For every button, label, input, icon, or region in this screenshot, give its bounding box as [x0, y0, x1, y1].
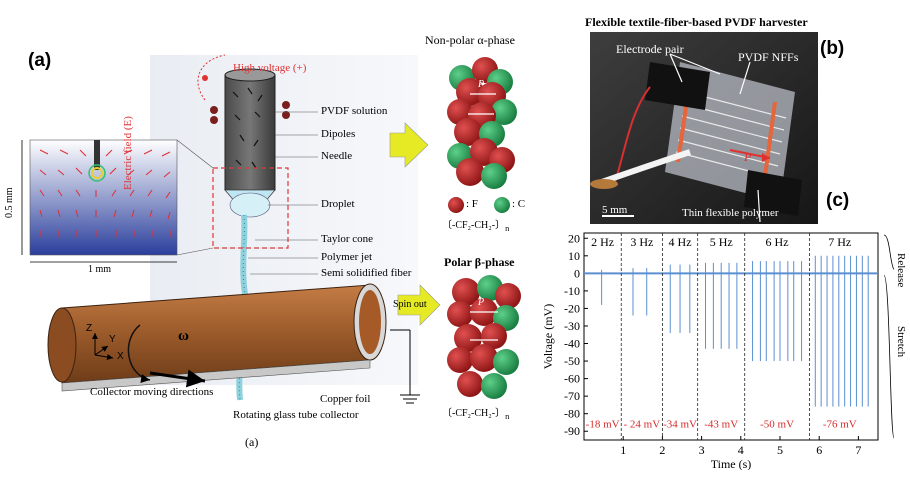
release-label: Release — [895, 253, 907, 287]
plot-frame — [583, 232, 879, 441]
stretch-label: Stretch — [895, 326, 907, 358]
panel-b-label: (b) — [820, 38, 845, 59]
formula-beta-sub: n — [505, 412, 510, 421]
peak-voltage-label: -34 mV — [663, 419, 697, 431]
electrospinning-schematic — [21, 54, 521, 404]
inset-field-label: Electric field (E) — [122, 116, 134, 190]
y-tick-label: -60 — [564, 372, 580, 386]
axis-z: Z — [86, 323, 93, 334]
peak-voltage-label: -76 mV — [823, 419, 857, 431]
alpha-phase-molecule — [447, 57, 517, 189]
dipole-arrow-label-beta: P — [478, 297, 485, 308]
formula-alpha: -CF₂-CH₂- — [452, 220, 496, 231]
x-tick-label: 5 — [777, 443, 783, 457]
callout-taylor-cone: Taylor cone — [321, 233, 374, 245]
x-tick-label: 6 — [816, 443, 822, 457]
formula-alpha-sub: n — [505, 224, 510, 233]
peak-voltage-label: -18 mV — [586, 419, 620, 431]
spin-out-label: Spin out — [393, 299, 427, 310]
frequency-label: 2 Hz — [591, 235, 614, 249]
panel-a-label: (a) — [28, 50, 52, 71]
x-tick-label: 4 — [738, 443, 744, 457]
callout-polymer-jet: Polymer jet — [321, 251, 373, 263]
legend-f: : F — [466, 198, 478, 210]
omega-symbol: ω — [178, 328, 189, 344]
collector-label: Rotating glass tube collector — [233, 409, 359, 421]
y-tick-label: 20 — [568, 231, 580, 245]
panel-b-title: Flexible textile-fiber-based PVDF harves… — [585, 15, 808, 29]
frequency-label: 6 Hz — [766, 235, 789, 249]
callout-droplet: Droplet — [321, 198, 355, 210]
y-tick-label: -80 — [564, 407, 580, 421]
callout-semi-solidified: Semi solidified fiber — [321, 267, 412, 279]
harvester-photo — [590, 32, 818, 224]
dipole-arrow-label-alpha: P — [478, 79, 485, 90]
legend-c: : C — [512, 198, 526, 210]
y-tick-label: 10 — [568, 249, 580, 263]
peak-voltage-label: -50 mV — [760, 419, 794, 431]
y-tick-label: -40 — [564, 337, 580, 351]
x-tick-label: 3 — [699, 443, 705, 457]
inset-horizontal-scale: 1 mm — [88, 264, 112, 275]
scale-bar-label: 5 mm — [602, 204, 628, 216]
y-tick-label: 0 — [574, 266, 580, 280]
nonpolar-title: Non-polar α-phase — [425, 33, 515, 47]
voltage-chart: 20 10 0 -10 -20 -30 -40 -50 -60 -70 -80 -90 1 2 3 4 5 6 7 T… — [541, 231, 907, 470]
x-tick-label: 2 — [659, 443, 665, 457]
y-tick-label: -70 — [564, 389, 580, 403]
x-tick-label: 7 — [855, 443, 861, 457]
stretch-bracket — [883, 274, 895, 439]
peak-voltage-label: -43 mV — [704, 419, 738, 431]
axis-y: Y — [109, 334, 116, 345]
panel-c-label: (c) — [826, 190, 850, 211]
callout-dipoles: Dipoles — [321, 128, 356, 140]
y-tick-label: -20 — [564, 301, 580, 315]
collector-direction-label: Collector moving directions — [90, 386, 214, 398]
beta-phase-molecule — [447, 275, 521, 399]
x-tick-label: 1 — [620, 443, 626, 457]
y-tick-label: -90 — [564, 424, 580, 438]
peak-voltage-label: - 24 mV — [623, 419, 660, 431]
frequency-label: 5 Hz — [710, 235, 733, 249]
y-tick-label: -10 — [564, 284, 580, 298]
frequency-label: 3 Hz — [630, 235, 653, 249]
callout-pvdf-solution: PVDF solution — [321, 105, 388, 117]
x-axis-title: Time (s) — [711, 457, 752, 470]
formula-beta: -CF₂-CH₂- — [452, 408, 496, 419]
release-bracket — [883, 234, 895, 270]
pvdf-nffs-label: PVDF NFFs — [738, 50, 799, 64]
frequency-label: 4 Hz — [669, 235, 692, 249]
polar-title: Polar β-phase — [444, 255, 515, 269]
copper-foil-label: Copper foil — [320, 393, 371, 405]
inset-vertical-scale: 0.5 mm — [4, 187, 15, 218]
high-voltage-label: High voltage (+) — [233, 62, 307, 74]
thin-polymer-label: Thin flexible polymer — [682, 207, 779, 219]
frequency-label: 7 Hz — [828, 235, 851, 249]
y-tick-label: -30 — [564, 319, 580, 333]
axis-x: X — [117, 351, 124, 362]
photo-dipole-label: P — [744, 150, 752, 164]
electrode-pair-label: Electrode pair — [616, 42, 684, 56]
y-tick-label: -50 — [564, 354, 580, 368]
callout-needle: Needle — [321, 150, 353, 162]
panel-a-caption: (a) — [245, 435, 259, 449]
y-axis-title: Voltage (mV) — [541, 304, 555, 369]
